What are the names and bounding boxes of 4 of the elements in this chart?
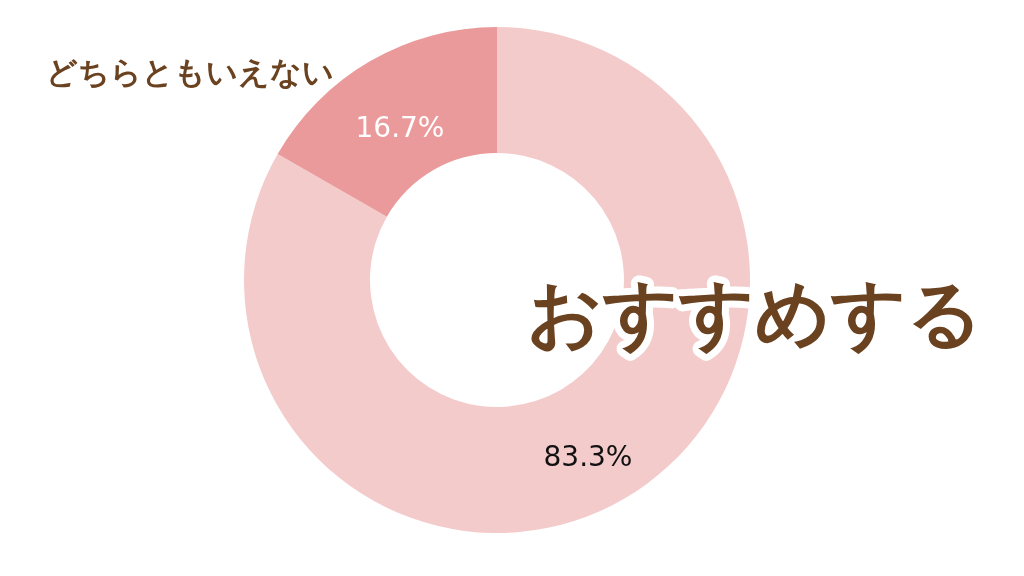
slice-label: どちらともいえない: [46, 53, 334, 90]
data-label: 83.3%: [543, 440, 633, 473]
slice-label: おすすめする: [527, 269, 983, 356]
data-label: 16.7%: [355, 111, 445, 144]
